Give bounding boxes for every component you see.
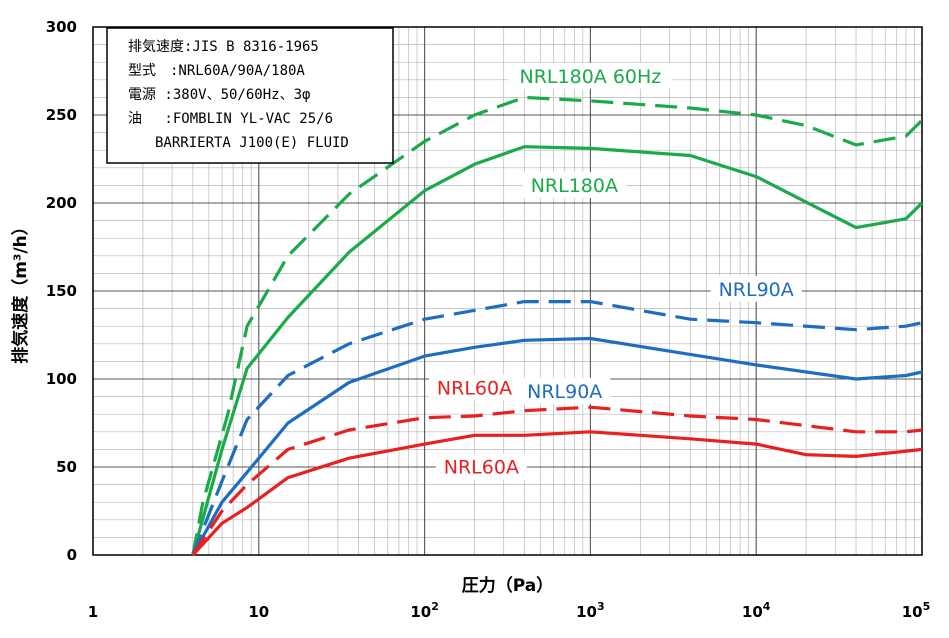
series-label-background [428, 374, 521, 401]
x-tick-label: 1 [88, 603, 98, 621]
x-axis-label: 圧力（Pa） [462, 575, 553, 596]
series-layer [191, 95, 924, 557]
legend-line: 電源 :380V、50/60Hz、3φ [128, 87, 310, 103]
y-tick-label: 50 [56, 458, 77, 476]
legend-line: 排気速度:JIS B 8316-1965 [128, 39, 319, 55]
series-label-background [508, 62, 673, 89]
series-line [191, 300, 923, 556]
x-tick-labels: 1 10 102 103 104 105 [88, 600, 930, 621]
series-line [191, 430, 923, 557]
legend-line: 型式 :NRL60A/90A/180A [128, 63, 305, 79]
plot-frame [92, 26, 923, 556]
series-label-background [435, 453, 527, 480]
x-tick-label: 10 [248, 603, 269, 621]
series-label-background [710, 275, 802, 302]
y-tick-label: 250 [46, 106, 77, 124]
legend-line: BARRIERTA J100(E) FLUID [155, 135, 349, 151]
y-tick-label: 100 [46, 370, 77, 388]
legend-line: 油 :FOMBLIN YL-VAC 25/6 [128, 111, 333, 127]
x-tick-label: 102 [410, 600, 439, 621]
x-tick-label: 104 [742, 600, 771, 621]
series-line [191, 336, 923, 556]
series-label: NRL60A [444, 457, 519, 479]
series-label: NRL90A [527, 381, 602, 403]
series-line [191, 405, 923, 556]
series-label-background [522, 171, 627, 198]
legend-frame [106, 27, 394, 164]
series-line [191, 95, 924, 556]
series-label-layer: NRL180A 60Hz NRL180A NRL90A NRL90A NRL60A NRL… [428, 62, 802, 480]
series-line [191, 145, 924, 556]
series-label: NRL180A 60Hz [520, 66, 662, 88]
series-label-background [519, 377, 611, 404]
y-tick-label: 0 [67, 546, 77, 564]
series-label: NRL180A [531, 175, 618, 197]
legend-box: 排気速度:JIS B 8316-1965 型式 :NRL60A/90A/180A 電… [106, 27, 394, 164]
y-axis-label: 排気速度（m³/h） [10, 218, 31, 363]
y-tick-labels: 0 50 100 150 200 250 300 [46, 18, 77, 564]
series-label: NRL60A [437, 377, 512, 399]
y-tick-label: 200 [46, 194, 77, 212]
y-tick-label: 150 [46, 282, 77, 300]
x-tick-label: 105 [902, 600, 931, 621]
x-tick-label: 103 [576, 600, 605, 621]
series-label: NRL90A [719, 279, 794, 301]
y-tick-label: 300 [46, 18, 77, 36]
